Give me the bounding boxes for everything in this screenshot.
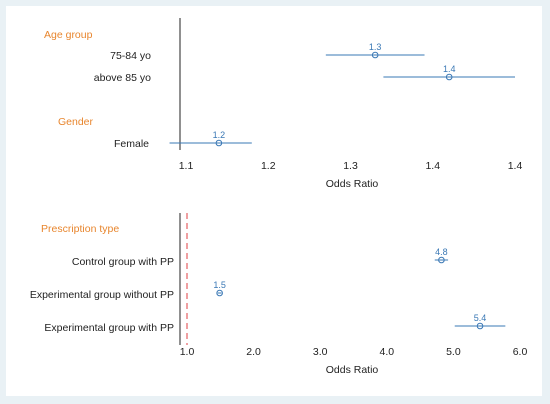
x-tick-label: 2.0 <box>246 346 261 358</box>
row-label-exp-with-pp: Experimental group with PP <box>44 322 174 334</box>
data-label: 1.2 <box>213 130 226 140</box>
x-tick-label: 4.0 <box>379 346 394 358</box>
figure-frame: Age group 75-84 yo above 85 yo Gender Fe… <box>6 6 542 396</box>
top-panel: Age group 75-84 yo above 85 yo Gender Fe… <box>44 18 522 190</box>
point-estimate <box>216 289 223 297</box>
row-label-exp-without-pp: Experimental group without PP <box>30 289 174 301</box>
group-label-gender: Gender <box>58 116 94 128</box>
x-tick-label: 1.0 <box>180 346 195 358</box>
x-tick-label: 6.0 <box>513 346 528 358</box>
data-label: 1.5 <box>213 280 226 290</box>
x-tick-label: 5.0 <box>446 346 461 358</box>
row-label-above-85: above 85 yo <box>94 72 151 84</box>
x-tick-label: 1.4 <box>508 160 523 172</box>
point-estimate <box>445 73 453 81</box>
data-label: 4.8 <box>435 247 448 257</box>
row-label-75-84: 75-84 yo <box>110 50 151 62</box>
x-tick-label: 1.4 <box>425 160 440 172</box>
group-label-prescription: Prescription type <box>41 223 119 235</box>
bottom-marks: 4.8 1.5 5.4 <box>213 247 506 330</box>
bottom-x-axis-title: Odds Ratio <box>326 364 379 376</box>
row-label-female: Female <box>114 138 149 150</box>
top-x-ticks: 1.1 1.2 1.3 1.4 1.4 <box>179 160 523 172</box>
top-marks: 1.3 1.4 1.2 <box>169 42 515 147</box>
point-estimate <box>438 256 445 264</box>
group-label-age: Age group <box>44 29 93 41</box>
forest-plot-svg: Age group 75-84 yo above 85 yo Gender Fe… <box>30 18 528 376</box>
point-estimate <box>476 322 484 330</box>
x-tick-label: 1.3 <box>343 160 358 172</box>
data-label: 1.4 <box>443 64 456 74</box>
point-estimate <box>215 139 223 147</box>
x-tick-label: 1.1 <box>179 160 194 172</box>
top-x-axis-title: Odds Ratio <box>326 178 379 190</box>
data-label: 5.4 <box>474 313 487 323</box>
data-label: 1.3 <box>369 42 382 52</box>
x-tick-label: 1.2 <box>261 160 276 172</box>
bottom-x-ticks: 1.0 2.0 3.0 4.0 5.0 6.0 <box>180 346 528 358</box>
row-label-control-pp: Control group with PP <box>72 256 174 268</box>
x-tick-label: 3.0 <box>313 346 328 358</box>
bottom-panel: Prescription type Control group with PP … <box>30 213 528 376</box>
point-estimate <box>371 51 379 59</box>
